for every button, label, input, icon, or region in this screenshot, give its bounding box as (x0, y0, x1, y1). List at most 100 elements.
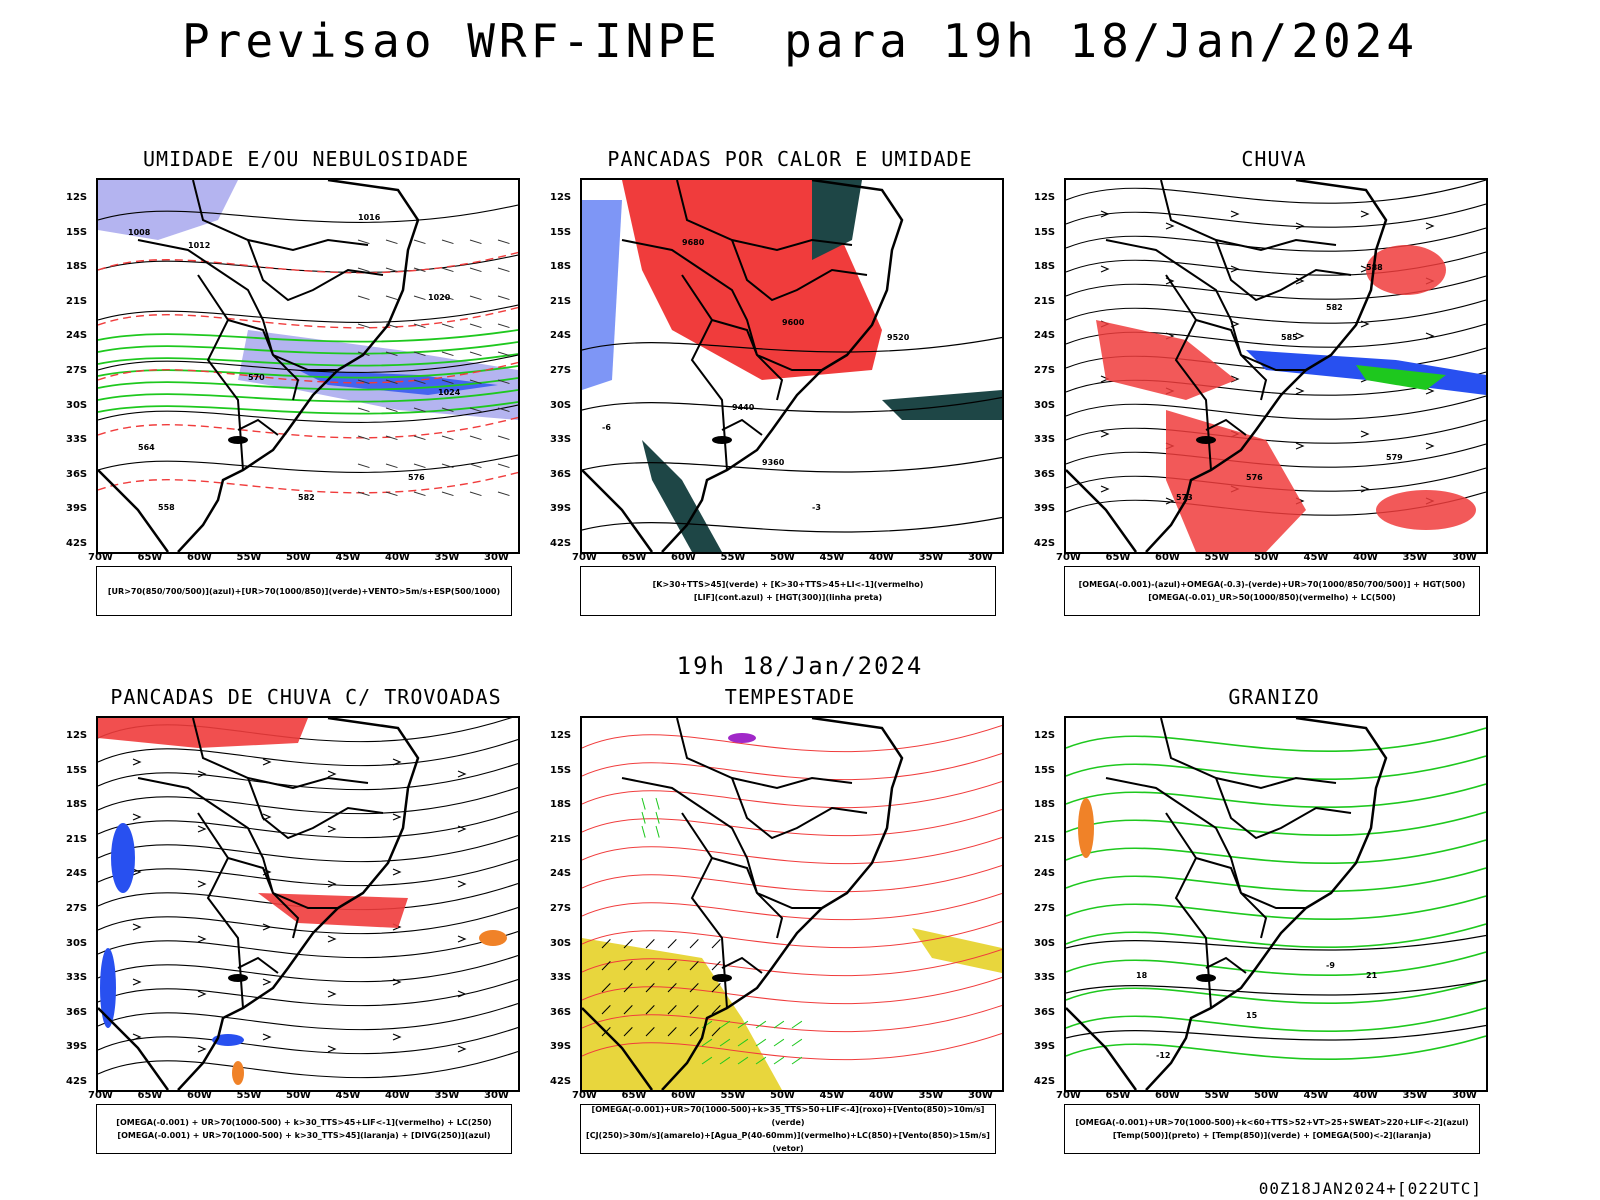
flow-arrow (1425, 332, 1435, 340)
contour-label: 1008 (128, 228, 151, 237)
pw-contour (582, 1033, 1002, 1061)
temp500-contour (1066, 1024, 1486, 1041)
wind-vector (469, 407, 482, 413)
lon-label: 40W (385, 552, 410, 563)
map-granizo: -12 -9 15 18 21 (1064, 716, 1488, 1092)
wind-vector (413, 463, 426, 469)
wind-vector (497, 379, 510, 385)
temp850-contour (1066, 979, 1486, 1004)
green-contour (98, 329, 518, 343)
lc250-streamline (98, 954, 518, 983)
wind-vector (469, 379, 482, 385)
state-border (192, 180, 369, 252)
state-border (681, 812, 728, 1009)
lat-label: 27S (550, 365, 572, 376)
lat-label: 36S (550, 468, 572, 480)
lon-label: 60W (1155, 552, 1180, 563)
lat-label: 42S (66, 538, 88, 549)
contour-label: 15 (1246, 1011, 1258, 1020)
wind850-vector (667, 961, 677, 971)
state-border (1240, 354, 1306, 371)
map-borders (98, 180, 420, 552)
wind-vector (497, 295, 510, 301)
lc250-streamline (98, 930, 518, 959)
flow-arrow (132, 923, 142, 931)
lon-label: 30W (1452, 552, 1477, 563)
contour-label: -9 (1326, 961, 1335, 970)
lat-label: 33S (66, 434, 88, 446)
legend-line: [OMEGA(-0.001)+UR>70(1000-500)+k<60+TTS>… (1075, 1118, 1469, 1127)
lon-label: 55W (236, 1090, 262, 1101)
lat-label: 24S (66, 330, 88, 342)
contour-label: -3 (812, 503, 821, 512)
thickness-contour (98, 471, 518, 494)
flow-arrow (132, 758, 142, 766)
legend-chuva: [OMEGA(-0.001)-(azul)+OMEGA(-0.3)-(verde… (1064, 566, 1480, 616)
wind-vector (469, 267, 482, 273)
flow-arrow (197, 1045, 207, 1053)
lon-label: 35W (434, 1090, 460, 1101)
contour-label: 9600 (782, 318, 805, 327)
wind850-vector (623, 1027, 633, 1037)
state-border (247, 777, 384, 840)
lat-label: 42S (66, 1076, 88, 1087)
omega-red-south (1166, 410, 1306, 552)
legend-line: [CJ(250)>30m/s](amarelo)+[Agua_P(40-60mm… (586, 1131, 990, 1153)
flow-arrow (132, 868, 142, 876)
lon-label: 55W (720, 552, 746, 563)
wind-vector (413, 239, 426, 245)
wind850-green-west (641, 797, 646, 810)
state-border (681, 274, 728, 471)
lat-label: 24S (1034, 330, 1056, 342)
lon-label: 70W (572, 1090, 597, 1101)
legend-line: [K>30+TTS>45](verde) + [K>30+TTS>45+LI<-… (652, 580, 924, 589)
lat-label: 36S (1034, 1006, 1056, 1018)
lat-label: 36S (66, 468, 88, 480)
lc250-streamline (98, 738, 518, 767)
state-border (237, 956, 279, 974)
wind850-vector (667, 939, 677, 949)
lon-label: 60W (187, 552, 212, 563)
lat-label: 15S (66, 764, 88, 776)
lat-label: 33S (1034, 434, 1056, 446)
wind850-green (755, 1038, 767, 1047)
temp850-contour (1066, 867, 1486, 892)
wind-vector (385, 379, 398, 385)
wind-vector (497, 323, 510, 329)
lon-label: 30W (484, 552, 509, 563)
map-borders (1066, 180, 1388, 552)
lagoon (712, 974, 732, 982)
footer-timestamp: 00Z18JAN2024+[022UTC] (1258, 1179, 1482, 1198)
map-pancadas-trovoadas (96, 716, 520, 1092)
lat-label: 24S (1034, 868, 1056, 880)
wind-vector (497, 435, 510, 441)
lon-label: 45W (1303, 1090, 1329, 1101)
flow-arrow (197, 770, 207, 778)
lc250-streamline (98, 1026, 518, 1055)
lon-label: 55W (1204, 1090, 1230, 1101)
lon-label: 30W (1452, 1090, 1477, 1101)
lat-label: 18S (1034, 261, 1056, 273)
wind-vector (357, 463, 370, 469)
hgt300-contour (582, 396, 1002, 413)
panel-title-chuva: CHUVA (1241, 147, 1307, 171)
lat-label: 27S (66, 903, 88, 914)
contour-label: 1016 (358, 213, 381, 222)
lat-label: 39S (1034, 1041, 1056, 1053)
wind850-green-west (655, 811, 660, 824)
lat-label: 39S (66, 503, 88, 515)
lon-label: 35W (1402, 1090, 1428, 1101)
humidity-shade-upper (98, 180, 238, 240)
wind850-vector (645, 983, 655, 993)
green-contour (98, 401, 518, 415)
flow-arrow (1360, 430, 1370, 438)
wind850-green-west (655, 797, 660, 810)
contour-label: 1024 (438, 388, 461, 397)
lon-label: 65W (1105, 1090, 1131, 1101)
thickness-contour (98, 361, 518, 384)
wind850-vector (689, 1005, 699, 1015)
pw-contour (582, 921, 1002, 949)
pw-contour (582, 781, 1002, 809)
flow-arrow (132, 978, 142, 986)
lon-label: 45W (819, 552, 845, 563)
